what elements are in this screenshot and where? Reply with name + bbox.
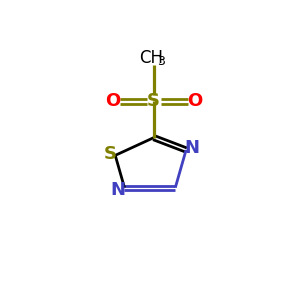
Text: S: S [147,92,160,110]
Text: S: S [103,145,116,163]
Text: N: N [185,140,200,158]
Text: 3: 3 [157,55,165,68]
Text: N: N [111,181,126,199]
Text: CH: CH [139,49,163,67]
Text: O: O [105,92,121,110]
Text: O: O [187,92,202,110]
